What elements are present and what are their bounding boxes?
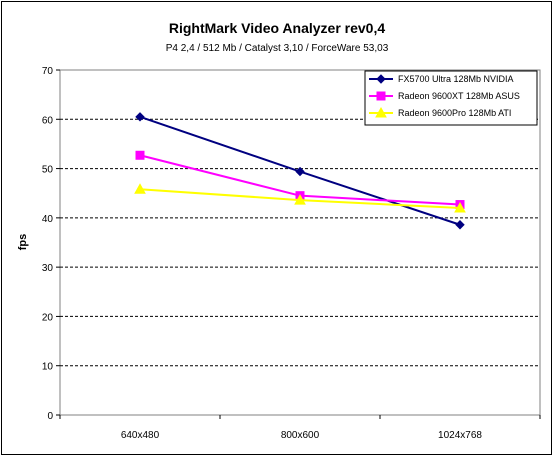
data-point-1-1024x768: [455, 220, 465, 230]
legend-marker-2: [376, 91, 386, 101]
data-point-3-800x600: [294, 194, 306, 205]
legend-box: [364, 70, 538, 126]
series-layer: [134, 112, 466, 230]
data-point-1-640x480: [135, 112, 145, 122]
legend-label-1: FX5700 Ultra 128Mb NVIDIA: [398, 74, 514, 84]
data-point-3-1024x768: [454, 201, 466, 213]
legend-label-3: Radeon 9600Pro 128Mb ATI: [398, 108, 511, 118]
x-tick-label-1024x768: 1024x768: [438, 430, 482, 441]
series-1: [135, 112, 465, 230]
chart-subtitle: P4 2,4 / 512 Mb / Catalyst 3,10 / ForceW…: [166, 43, 389, 54]
y-tick-label-20: 20: [42, 312, 54, 323]
legend-label-2: Radeon 9600XT 128Mb ASUS: [398, 91, 520, 101]
data-point-1-800x600: [295, 166, 305, 177]
series-3: [134, 183, 466, 213]
y-tick-label-40: 40: [42, 214, 54, 225]
y-tick-label-0: 0: [47, 411, 53, 422]
legend-marker-3: [375, 106, 387, 118]
y-tick-label-30: 30: [42, 263, 54, 274]
plot-area: [59, 69, 541, 416]
legend: FX5700 Ultra 128Mb NVIDIA Radeon 9600XT 1…: [364, 70, 538, 126]
y-tick-label-10: 10: [42, 362, 54, 373]
chart-title: RightMark Video Analyzer rev0,4: [169, 20, 386, 36]
y-tick-label-70: 70: [42, 66, 54, 77]
x-axis-ticks: 640x480 800x600 1024x768: [59, 415, 541, 441]
x-tick-label-800x600: 800x600: [281, 430, 320, 441]
y-tick-label-50: 50: [42, 165, 54, 176]
legend-marker-1: [376, 74, 386, 84]
data-point-2-640x480: [135, 150, 145, 160]
y-axis-label: fps: [17, 234, 29, 251]
data-point-3-640x480: [134, 183, 146, 194]
y-axis-ticks: 0 10 20 30 40 50 60 70: [42, 66, 60, 422]
x-tick-label-640x480: 640x480: [121, 430, 160, 441]
y-tick-label-60: 60: [42, 115, 54, 126]
